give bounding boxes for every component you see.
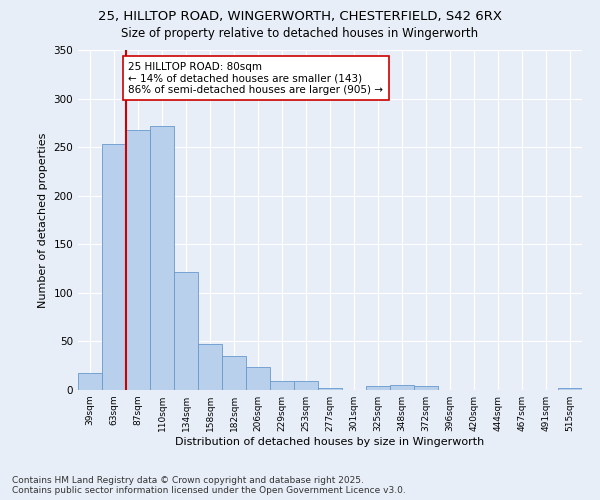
- Bar: [102, 144, 126, 390]
- Bar: [390, 385, 414, 390]
- X-axis label: Distribution of detached houses by size in Wingerworth: Distribution of detached houses by size …: [175, 437, 485, 447]
- Bar: [270, 382, 294, 390]
- Bar: [174, 272, 198, 390]
- Bar: [414, 386, 438, 390]
- Bar: [150, 126, 174, 390]
- Bar: [198, 344, 222, 390]
- Text: 25, HILLTOP ROAD, WINGERWORTH, CHESTERFIELD, S42 6RX: 25, HILLTOP ROAD, WINGERWORTH, CHESTERFI…: [98, 10, 502, 23]
- Text: 25 HILLTOP ROAD: 80sqm
← 14% of detached houses are smaller (143)
86% of semi-de: 25 HILLTOP ROAD: 80sqm ← 14% of detached…: [128, 62, 383, 95]
- Bar: [126, 130, 150, 390]
- Text: Size of property relative to detached houses in Wingerworth: Size of property relative to detached ho…: [121, 28, 479, 40]
- Y-axis label: Number of detached properties: Number of detached properties: [38, 132, 48, 308]
- Bar: [366, 386, 390, 390]
- Bar: [318, 388, 342, 390]
- Bar: [78, 374, 102, 390]
- Bar: [294, 382, 318, 390]
- Bar: [246, 366, 270, 390]
- Bar: [222, 356, 246, 390]
- Bar: [558, 388, 582, 390]
- Text: Contains HM Land Registry data © Crown copyright and database right 2025.
Contai: Contains HM Land Registry data © Crown c…: [12, 476, 406, 495]
